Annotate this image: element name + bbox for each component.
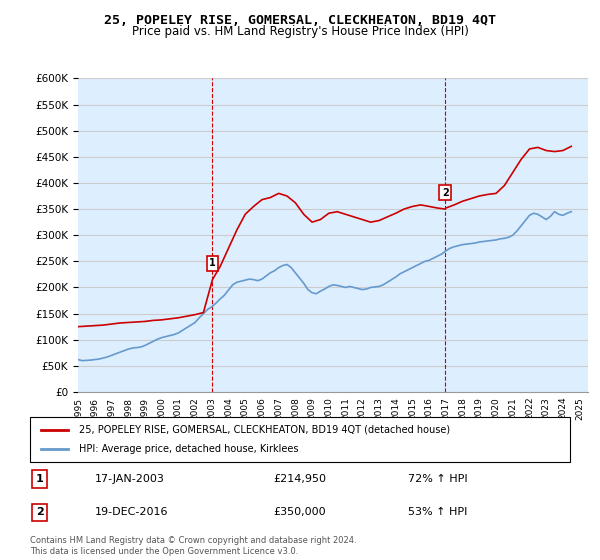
Text: £350,000: £350,000 bbox=[273, 507, 326, 517]
Text: 17-JAN-2003: 17-JAN-2003 bbox=[95, 474, 164, 484]
Text: 2: 2 bbox=[442, 188, 449, 198]
FancyBboxPatch shape bbox=[30, 417, 570, 462]
Text: 25, POPELEY RISE, GOMERSAL, CLECKHEATON, BD19 4QT (detached house): 25, POPELEY RISE, GOMERSAL, CLECKHEATON,… bbox=[79, 424, 450, 435]
Text: 53% ↑ HPI: 53% ↑ HPI bbox=[408, 507, 467, 517]
Text: 2: 2 bbox=[36, 507, 44, 517]
Text: 25, POPELEY RISE, GOMERSAL, CLECKHEATON, BD19 4QT: 25, POPELEY RISE, GOMERSAL, CLECKHEATON,… bbox=[104, 14, 496, 27]
Text: 1: 1 bbox=[209, 258, 216, 268]
Text: 72% ↑ HPI: 72% ↑ HPI bbox=[408, 474, 467, 484]
Text: Price paid vs. HM Land Registry's House Price Index (HPI): Price paid vs. HM Land Registry's House … bbox=[131, 25, 469, 38]
Text: 1: 1 bbox=[36, 474, 44, 484]
Text: £214,950: £214,950 bbox=[273, 474, 326, 484]
Text: HPI: Average price, detached house, Kirklees: HPI: Average price, detached house, Kirk… bbox=[79, 445, 298, 455]
Text: Contains HM Land Registry data © Crown copyright and database right 2024.
This d: Contains HM Land Registry data © Crown c… bbox=[30, 536, 356, 556]
Text: 19-DEC-2016: 19-DEC-2016 bbox=[95, 507, 168, 517]
